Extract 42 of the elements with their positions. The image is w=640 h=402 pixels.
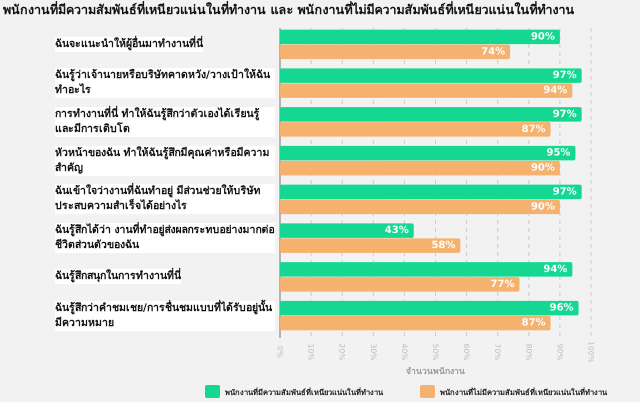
bar [280,107,582,122]
y-tick-label: ฉันรู้สึกสนุกในการทำงานที่นี่ [55,269,181,284]
text: 58% [431,240,456,252]
y-tick-label: หัวหน้าของฉัน ทำให้ฉันรู้สึกมีคุณค่าหรือมีความสำคัญ [55,146,275,176]
bar [280,300,579,316]
text: 87% [522,124,546,135]
y-tick-label: ฉันจะแนะนำให้ผู้อื่นมาทำงานที่นี่ [55,36,203,52]
text: 87% [522,318,546,329]
text: 96% [550,302,574,314]
bar [280,262,572,277]
text: 74% [481,46,506,58]
text: 77% [490,278,514,290]
text: 97% [552,108,577,120]
bar [280,160,560,176]
bar [280,277,520,292]
bar [280,184,582,200]
bar [280,122,551,137]
bar [280,83,572,98]
text: 94% [543,264,568,275]
bar [280,30,560,44]
bar [280,68,582,83]
y-tick-label: การทำงานที่นี่ ทำให้ฉันรู้สึกว่าตัวเองได้เรียนรู้และมีการเติบโต [55,106,275,137]
y-tick-label: ฉันเข้าใจว่างานที่ฉันทำอยู่ มีส่วนช่วยให้บริษัทประสบความสำเร็จได้อย่างไร [55,184,275,214]
y-tick-label: ฉันรู้สึกว่าคำชมเชย/การชื่นชมแบบที่ได้รับอยู่นั้นมีความหมาย [55,300,275,331]
y-tick-label: ฉันรู้สึกได้ว่า งานที่ทำอยู่ส่งผลกระทบอย่างมากต่อชีวิตส่วนตัวของฉัน [55,223,275,254]
text: 90% [530,162,555,174]
text: 94% [543,85,568,96]
bar [280,223,414,238]
bar [280,316,551,330]
text: 90% [530,31,555,42]
bar [280,238,460,253]
chart-title: พนักงานที่มีความสัมพันธ์ที่เหนียวแน่นในที่ทำงาน และ พนักงานที่ไม่มีความสัมพันธ์ที่เหนียวแน่นในที่ทำงาน [3,1,575,17]
text: 90% [530,201,555,212]
bar [280,146,576,160]
bar [280,200,560,214]
text: 95% [546,148,570,159]
y-tick-label: ฉันรู้ว่าเจ้านายหรือบริษัทคาดหวัง/วางเป้าให้ฉันทำอะไร [55,68,275,98]
x-axis-title: จำนวนพนักงาน [406,366,465,377]
text: 97% [552,70,577,82]
text: 43% [384,225,409,236]
bar [280,44,510,60]
text: 97% [552,186,577,198]
